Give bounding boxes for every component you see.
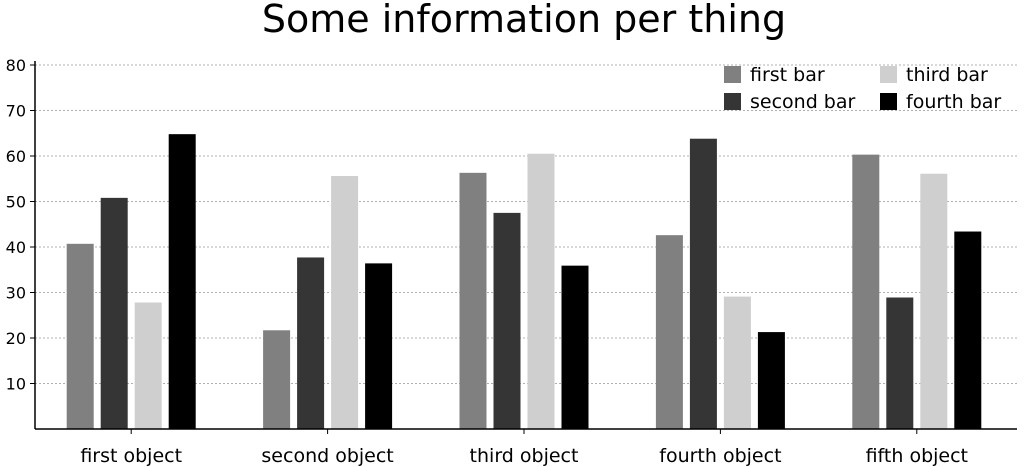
x-tick-label: third object (470, 445, 579, 467)
legend-label: first bar (750, 64, 825, 86)
bar-3-3 (527, 153, 555, 429)
y-tick-label: 60 (6, 147, 26, 166)
bar-4-3 (723, 296, 751, 429)
y-tick-label: 70 (6, 102, 26, 121)
bar-4-2 (689, 138, 717, 429)
bar-3-1 (459, 172, 487, 429)
legend: first bar second bar third bar fourth bar (724, 64, 1001, 113)
bar-2-3 (331, 176, 359, 429)
bar-5-3 (920, 173, 948, 429)
bar-2-4 (365, 263, 393, 429)
x-tick-label: fifth object (866, 445, 968, 467)
bar-3-2 (493, 212, 521, 429)
bar-3-4 (561, 265, 589, 429)
bars (66, 134, 982, 429)
legend-swatch (880, 93, 897, 110)
legend-label: second bar (750, 91, 856, 113)
legend-label: fourth bar (906, 91, 1001, 113)
bar-2-1 (263, 330, 291, 429)
bar-1-4 (168, 134, 196, 429)
bar-4-4 (757, 332, 785, 429)
bar-5-2 (886, 297, 914, 429)
axes: 10 20 30 40 50 60 70 80 first object second objec… (6, 56, 1017, 467)
y-tick-label: 20 (6, 329, 26, 348)
bar-1-2 (100, 197, 128, 429)
bar-1-3 (134, 302, 162, 429)
x-tick-label: second object (261, 445, 393, 467)
bar-5-1 (852, 154, 880, 429)
y-tick-label: 50 (6, 193, 26, 212)
bar-5-4 (954, 231, 982, 429)
bar-4-1 (655, 235, 683, 429)
x-tick-label: fourth object (659, 445, 781, 467)
legend-swatch (724, 66, 741, 83)
y-tick-label: 80 (6, 56, 26, 75)
legend-swatch (880, 66, 897, 83)
legend-swatch (724, 93, 741, 110)
bar-1-1 (66, 243, 94, 429)
x-tick-label: first object (80, 445, 182, 467)
y-tick-label: 10 (6, 375, 26, 394)
bar-2-2 (297, 257, 325, 429)
y-tick-label: 40 (6, 238, 26, 257)
chart-title: Some information per thing (262, 0, 786, 41)
y-tick-label: 30 (6, 284, 26, 303)
legend-label: third bar (906, 64, 988, 86)
